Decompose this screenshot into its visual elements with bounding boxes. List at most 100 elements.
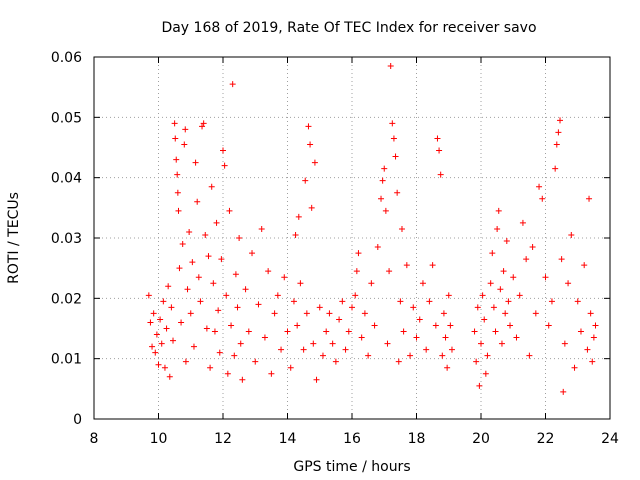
data-point: [187, 310, 194, 317]
data-point: [287, 364, 294, 371]
data-point: [577, 328, 584, 335]
data-point: [326, 310, 333, 317]
data-point: [175, 207, 182, 214]
data-point: [220, 147, 226, 154]
data-point: [152, 349, 159, 356]
data-point: [561, 340, 568, 347]
data-point: [203, 325, 210, 332]
data-point: [255, 301, 262, 308]
data-point: [161, 364, 168, 371]
axis-ticks: 8 10 12 14 16 18 20 22 24 0 0.01 0.02 0.03 0.04 0.05 0.…: [51, 50, 619, 447]
data-point: [236, 235, 243, 241]
y-tick-label: 0.01: [51, 352, 82, 368]
data-point: [413, 334, 420, 341]
data-point: [555, 129, 562, 136]
data-point: [407, 352, 414, 359]
data-point: [336, 316, 343, 323]
data-point: [384, 340, 391, 347]
data-point: [444, 364, 451, 371]
x-tick-label: 14: [279, 431, 297, 447]
data-point: [353, 268, 360, 275]
data-point: [513, 334, 520, 341]
data-point: [560, 388, 567, 395]
y-tick-label: 0.03: [51, 231, 82, 247]
data-point: [476, 382, 483, 389]
data-point: [426, 298, 433, 305]
data-point: [207, 364, 214, 371]
data-point: [398, 225, 405, 232]
data-point: [352, 292, 359, 299]
data-point: [395, 358, 402, 365]
data-point: [184, 286, 191, 293]
data-point: [202, 231, 209, 238]
data-point: [249, 250, 256, 257]
data-point: [284, 328, 291, 335]
data-point: [495, 207, 502, 214]
data-point: [568, 231, 575, 238]
data-point: [265, 268, 272, 275]
data-point: [268, 370, 275, 377]
data-point: [500, 268, 507, 275]
data-point: [436, 147, 443, 154]
data-point: [181, 141, 188, 148]
data-points: [145, 63, 599, 395]
data-point: [571, 364, 578, 371]
data-point: [313, 376, 320, 383]
data-point: [474, 304, 481, 311]
data-point: [195, 274, 202, 281]
data-point: [147, 319, 154, 326]
data-point: [429, 262, 436, 269]
data-point: [342, 346, 349, 353]
data-point: [174, 189, 181, 196]
data-point: [178, 319, 185, 326]
x-tick-label: 8: [90, 431, 99, 447]
data-point: [386, 268, 393, 275]
data-point: [237, 340, 244, 347]
data-point: [368, 280, 375, 287]
data-point: [484, 352, 491, 359]
data-point: [170, 337, 177, 344]
data-point: [323, 328, 330, 335]
data-point: [532, 310, 539, 317]
data-point: [557, 117, 564, 124]
data-point: [539, 195, 546, 202]
data-point: [245, 328, 252, 335]
data-point: [389, 120, 396, 127]
data-point: [232, 271, 239, 278]
data-point: [242, 286, 249, 293]
data-point: [281, 274, 288, 281]
grid-lines: [94, 57, 610, 419]
x-tick-label: 18: [408, 431, 426, 447]
data-point: [361, 310, 368, 317]
data-point: [410, 304, 417, 311]
data-point: [526, 352, 533, 359]
data-point: [173, 156, 180, 163]
data-point: [295, 213, 302, 220]
data-point: [497, 286, 504, 293]
data-point: [189, 259, 196, 266]
data-point: [489, 250, 496, 257]
data-point: [345, 328, 352, 335]
data-point: [584, 346, 591, 353]
data-point: [252, 358, 259, 365]
data-point: [239, 376, 246, 383]
data-point: [176, 265, 183, 272]
data-point: [226, 207, 233, 214]
data-point: [234, 304, 241, 311]
data-point: [215, 307, 222, 314]
data-point: [319, 352, 326, 359]
data-point: [163, 325, 170, 332]
x-axis-label: GPS time / hours: [293, 459, 410, 475]
data-point: [423, 346, 430, 353]
x-tick-label: 24: [601, 431, 619, 447]
data-point: [478, 340, 484, 347]
data-point: [200, 120, 207, 127]
data-point: [510, 274, 517, 281]
data-point: [439, 352, 446, 359]
data-point: [274, 292, 281, 299]
data-point: [490, 304, 497, 311]
chart-title: Day 168 of 2019, Rate Of TEC Index for r…: [161, 20, 536, 36]
data-point: [365, 352, 372, 359]
data-point: [145, 292, 152, 299]
